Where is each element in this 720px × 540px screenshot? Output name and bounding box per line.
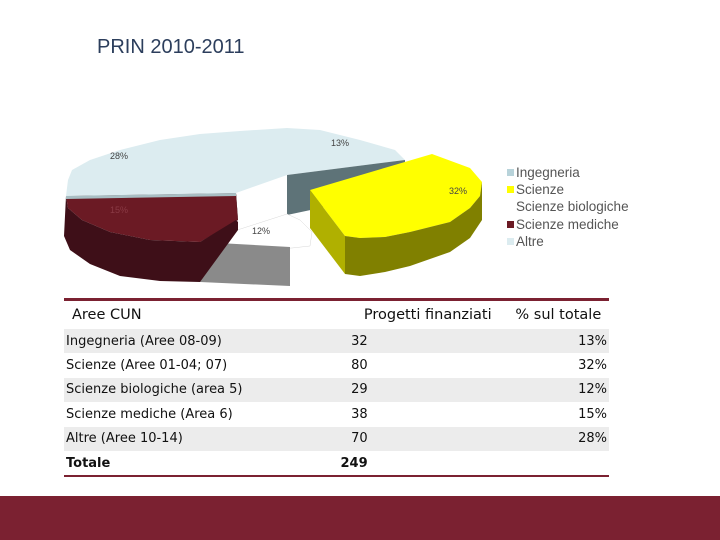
cell-pct: 13% xyxy=(507,329,609,354)
pie-label-altre: 28% xyxy=(110,151,128,161)
cell-total-count: 249 xyxy=(308,450,508,478)
table-total-row: Totale 249 xyxy=(64,450,609,478)
cell-count: 32 xyxy=(308,329,508,354)
pie-slice-ingegneria xyxy=(287,128,405,175)
cell-pct: 28% xyxy=(507,426,609,451)
cell-area: Scienze mediche (Area 6) xyxy=(66,406,233,422)
legend-item-scienze-biologiche: Scienze biologiche xyxy=(507,198,629,215)
header-aree-cun: Aree CUN xyxy=(64,298,308,329)
legend-item-altre: Altre xyxy=(507,233,629,250)
legend-swatch xyxy=(507,237,514,245)
cell-area: Ingegneria (Aree 08-09) xyxy=(64,329,308,354)
pie-slice-scienze-edge xyxy=(310,190,345,274)
legend-label: Scienze mediche xyxy=(516,216,619,232)
pie-label-ingegneria: 13% xyxy=(331,138,349,148)
legend-item-ingegneria: Ingegneria xyxy=(507,164,629,181)
cell-pct: 15% xyxy=(578,406,607,422)
pie-slice-altre-side xyxy=(66,193,236,199)
header-percent-totale: % sul totale xyxy=(507,298,609,329)
pie-label-scienze: 32% xyxy=(449,186,467,196)
cell-pct: 12% xyxy=(507,377,609,403)
table-row: Ingegneria (Aree 08-09) 32 13% xyxy=(64,329,609,354)
pie-chart: 13% 32% 12% 15% 28% xyxy=(64,128,482,286)
pie-slice-scienze-mediche xyxy=(66,193,238,242)
chart-legend: Ingegneria Scienze Scienze biologiche Sc… xyxy=(507,164,629,250)
table-row: Scienze biologiche (area 5) 29 12% xyxy=(64,377,609,403)
cell-area: Scienze (Aree 01-04; 07) xyxy=(66,358,228,374)
legend-item-scienze-mediche: Scienze mediche xyxy=(507,216,629,233)
legend-swatch xyxy=(507,169,514,177)
pie-label-scienze-biologiche: 12% xyxy=(252,226,270,236)
table-row: Altre (Aree 10-14) 70 28% xyxy=(64,426,609,451)
cell-total-label: Totale xyxy=(64,450,308,478)
legend-label: Scienze biologiche xyxy=(516,199,629,215)
legend-label: Ingegneria xyxy=(516,165,580,180)
table-row: Scienze mediche (Area 6) 38 15% xyxy=(64,402,609,426)
legend-swatch xyxy=(507,204,514,211)
cell-area: Scienze biologiche (area 5) xyxy=(64,377,308,403)
cell-total-pct xyxy=(507,450,609,478)
cell-count: 29 xyxy=(308,377,508,403)
cell-pct: 32% xyxy=(578,358,607,374)
pie-slice-scienze-mediche-side xyxy=(64,196,238,282)
legend-swatch xyxy=(507,220,514,228)
data-table: Aree CUN Progetti finanziati % sul total… xyxy=(64,298,609,478)
cell-count: 70 xyxy=(308,426,508,451)
page-title: PRIN 2010-2011 xyxy=(97,36,245,58)
pie-slice-scienze-mediche-edge xyxy=(236,193,238,222)
pie-slice-scienze-biologiche-side xyxy=(200,242,290,286)
footer-bar xyxy=(0,496,720,540)
cell-area: Altre (Aree 10-14) xyxy=(64,426,308,451)
legend-item-scienze: Scienze xyxy=(507,181,629,198)
pie-label-scienze-mediche: 15% xyxy=(110,205,128,215)
legend-swatch xyxy=(507,186,514,194)
pie-slice-scienze xyxy=(310,154,482,238)
legend-label: Altre xyxy=(516,233,544,249)
cell-count: 38 xyxy=(351,406,368,422)
table-header-row: Aree CUN Progetti finanziati % sul total… xyxy=(64,298,609,329)
pie-slice-scienze-side xyxy=(345,182,482,276)
pie-slice-altre xyxy=(66,128,287,196)
table-row: Scienze (Aree 01-04; 07) 80 32% xyxy=(64,353,609,377)
header-progetti-finanziati: Progetti finanziati xyxy=(308,298,508,329)
legend-label: Scienze xyxy=(516,182,565,198)
cell-count: 80 xyxy=(351,358,368,374)
